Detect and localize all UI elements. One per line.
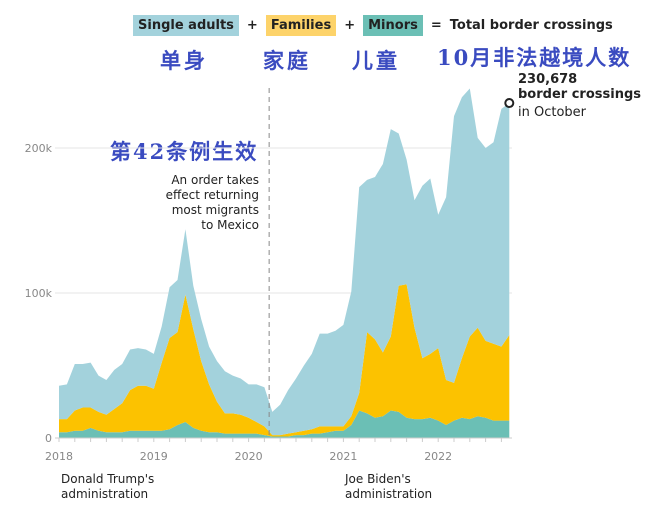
x-tick-label: 2020: [235, 450, 263, 463]
cn-families: 家庭: [263, 48, 311, 73]
biden-admin-line: administration: [345, 487, 433, 501]
callout-line3: in October: [518, 105, 587, 120]
x-tick-label: 2018: [45, 450, 73, 463]
legend-families: Families: [265, 15, 337, 36]
y-tick-label: 0: [45, 432, 52, 445]
callout-line2: border crossings: [518, 87, 641, 102]
legend: Single adults + Families + Minors = Tota…: [133, 15, 613, 36]
area-minors: [59, 410, 510, 438]
y-tick-label: 100k: [25, 287, 53, 300]
x-tick-label: 2022: [424, 450, 452, 463]
order-note-line: An order takes: [171, 173, 259, 187]
biden-admin-line: Joe Biden's: [345, 472, 411, 486]
callout-value: 230,678: [518, 72, 578, 87]
cn-title42: 第42条例生效: [110, 139, 259, 164]
order-note: An order takes effect returning most mig…: [166, 173, 259, 233]
x-tick-label: 2019: [140, 450, 168, 463]
cn-october: 10月非法越境人数: [437, 45, 632, 70]
legend-total: Total border crossings: [449, 18, 613, 33]
trump-admin-label: Donald Trump's administration: [61, 472, 154, 502]
trump-admin-line: administration: [61, 487, 149, 501]
biden-admin-label: Joe Biden's administration: [345, 472, 432, 502]
legend-equals: =: [430, 18, 442, 33]
legend-single-adults: Single adults: [133, 15, 239, 36]
callout: 230,678 border crossings in October: [518, 72, 641, 120]
legend-plus: +: [246, 18, 258, 33]
order-note-line: most migrants: [171, 203, 259, 217]
order-note-line: effect returning: [165, 188, 259, 202]
cn-minors: 儿童: [352, 48, 400, 73]
legend-minors: Minors: [363, 15, 423, 36]
order-note-line: to Mexico: [201, 218, 259, 232]
legend-plus: +: [344, 18, 356, 33]
area-single-adults: [59, 88, 510, 436]
cn-single: 单身: [160, 48, 208, 73]
x-tick-label: 2021: [329, 450, 357, 463]
y-tick-label: 200k: [25, 142, 53, 155]
october-total-marker: [504, 98, 515, 109]
area-families: [59, 284, 510, 437]
trump-admin-line: Donald Trump's: [61, 472, 155, 486]
